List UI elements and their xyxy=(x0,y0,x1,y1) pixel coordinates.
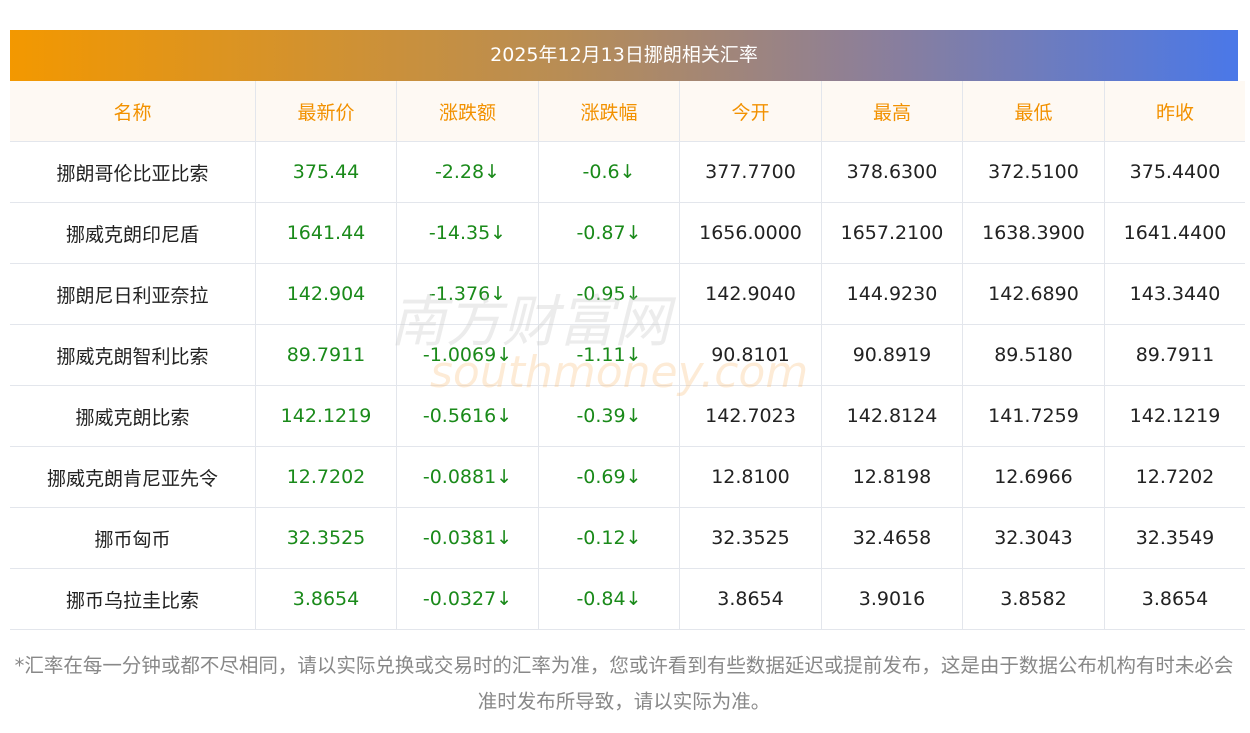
column-header: 最高 xyxy=(821,81,963,142)
currency-name: 挪威克朗印尼盾 xyxy=(10,202,256,264)
low: 32.3043 xyxy=(962,507,1105,569)
low: 372.5100 xyxy=(962,141,1105,203)
change-amount: -0.0327↓ xyxy=(396,568,539,630)
high: 90.8919 xyxy=(821,324,963,386)
high: 3.9016 xyxy=(821,568,963,630)
prev-close: 12.7202 xyxy=(1104,446,1245,508)
prev-close: 3.8654 xyxy=(1104,568,1245,630)
prev-close: 32.3549 xyxy=(1104,507,1245,569)
latest-price: 142.1219 xyxy=(255,385,397,447)
column-header: 名称 xyxy=(10,81,256,142)
change-percent: -0.6↓ xyxy=(538,141,680,203)
high: 144.9230 xyxy=(821,263,963,325)
change-amount: -1.0069↓ xyxy=(396,324,539,386)
change-amount: -2.28↓ xyxy=(396,141,539,203)
low: 3.8582 xyxy=(962,568,1105,630)
table-row: 挪威克朗比索 142.1219 -0.5616↓ -0.39↓ 142.7023 142.… xyxy=(10,385,1245,447)
change-percent: -0.69↓ xyxy=(538,446,680,508)
currency-name: 挪威克朗智利比索 xyxy=(10,324,256,386)
open: 3.8654 xyxy=(679,568,822,630)
table-row: 挪朗尼日利亚奈拉 142.904 -1.376↓ -0.95↓ 142.9040 144.… xyxy=(10,263,1245,325)
table-row: 挪币乌拉圭比索 3.8654 -0.0327↓ -0.84↓ 3.8654 3.9016 3… xyxy=(10,568,1245,630)
column-header: 最低 xyxy=(962,81,1105,142)
open: 142.7023 xyxy=(679,385,822,447)
latest-price: 375.44 xyxy=(255,141,397,203)
change-percent: -0.39↓ xyxy=(538,385,680,447)
currency-name: 挪威克朗肯尼亚先令 xyxy=(10,446,256,508)
disclaimer-note: *汇率在每一分钟或都不尽相同，请以实际兑换或交易时的汇率为准，您或许看到有些数据… xyxy=(14,654,1234,713)
low: 142.6890 xyxy=(962,263,1105,325)
high: 32.4658 xyxy=(821,507,963,569)
currency-name: 挪朗哥伦比亚比索 xyxy=(10,141,256,203)
high: 378.6300 xyxy=(821,141,963,203)
change-percent: -0.84↓ xyxy=(538,568,680,630)
change-amount: -1.376↓ xyxy=(396,263,539,325)
change-percent: -1.11↓ xyxy=(538,324,680,386)
prev-close: 375.4400 xyxy=(1104,141,1245,203)
open: 32.3525 xyxy=(679,507,822,569)
change-percent: -0.87↓ xyxy=(538,202,680,264)
column-header: 今开 xyxy=(679,81,822,142)
change-percent: -0.12↓ xyxy=(538,507,680,569)
column-header: 昨收 xyxy=(1104,81,1245,142)
change-amount: -0.0881↓ xyxy=(396,446,539,508)
prev-close: 89.7911 xyxy=(1104,324,1245,386)
exchange-rate-table: 名称 最新价 涨跌额 涨跌幅 今开 最高 最低 昨收 挪朗哥伦比亚比索 375.44 -2.28↓… xyxy=(10,81,1245,630)
table-row: 挪威克朗肯尼亚先令 12.7202 -0.0881↓ -0.69↓ 12.8100 12.… xyxy=(10,446,1245,508)
low: 1638.3900 xyxy=(962,202,1105,264)
latest-price: 3.8654 xyxy=(255,568,397,630)
open: 90.8101 xyxy=(679,324,822,386)
table-title: 2025年12月13日挪朗相关汇率 xyxy=(10,30,1238,81)
table-row: 挪威克朗印尼盾 1641.44 -14.35↓ -0.87↓ 1656.0000 1657… xyxy=(10,202,1245,264)
low: 141.7259 xyxy=(962,385,1105,447)
high: 1657.2100 xyxy=(821,202,963,264)
column-header: 涨跌幅 xyxy=(538,81,680,142)
table-row: 挪威克朗智利比索 89.7911 -1.0069↓ -1.11↓ 90.8101 90.8… xyxy=(10,324,1245,386)
latest-price: 89.7911 xyxy=(255,324,397,386)
prev-close: 143.3440 xyxy=(1104,263,1245,325)
currency-name: 挪币匈币 xyxy=(10,507,256,569)
high: 142.8124 xyxy=(821,385,963,447)
change-amount: -0.5616↓ xyxy=(396,385,539,447)
table-row: 挪朗哥伦比亚比索 375.44 -2.28↓ -0.6↓ 377.7700 378.630… xyxy=(10,141,1245,203)
column-header: 最新价 xyxy=(255,81,397,142)
prev-close: 1641.4400 xyxy=(1104,202,1245,264)
latest-price: 1641.44 xyxy=(255,202,397,264)
column-header: 涨跌额 xyxy=(396,81,539,142)
change-amount: -0.0381↓ xyxy=(396,507,539,569)
open: 377.7700 xyxy=(679,141,822,203)
currency-name: 挪威克朗比索 xyxy=(10,385,256,447)
currency-name: 挪币乌拉圭比索 xyxy=(10,568,256,630)
currency-name: 挪朗尼日利亚奈拉 xyxy=(10,263,256,325)
latest-price: 32.3525 xyxy=(255,507,397,569)
table-row: 挪币匈币 32.3525 -0.0381↓ -0.12↓ 32.3525 32.4658 3… xyxy=(10,507,1245,569)
change-amount: -14.35↓ xyxy=(396,202,539,264)
open: 12.8100 xyxy=(679,446,822,508)
low: 89.5180 xyxy=(962,324,1105,386)
prev-close: 142.1219 xyxy=(1104,385,1245,447)
latest-price: 12.7202 xyxy=(255,446,397,508)
table-header-row: 名称 最新价 涨跌额 涨跌幅 今开 最高 最低 昨收 xyxy=(10,81,1245,142)
open: 1656.0000 xyxy=(679,202,822,264)
low: 12.6966 xyxy=(962,446,1105,508)
open: 142.9040 xyxy=(679,263,822,325)
high: 12.8198 xyxy=(821,446,963,508)
change-percent: -0.95↓ xyxy=(538,263,680,325)
latest-price: 142.904 xyxy=(255,263,397,325)
